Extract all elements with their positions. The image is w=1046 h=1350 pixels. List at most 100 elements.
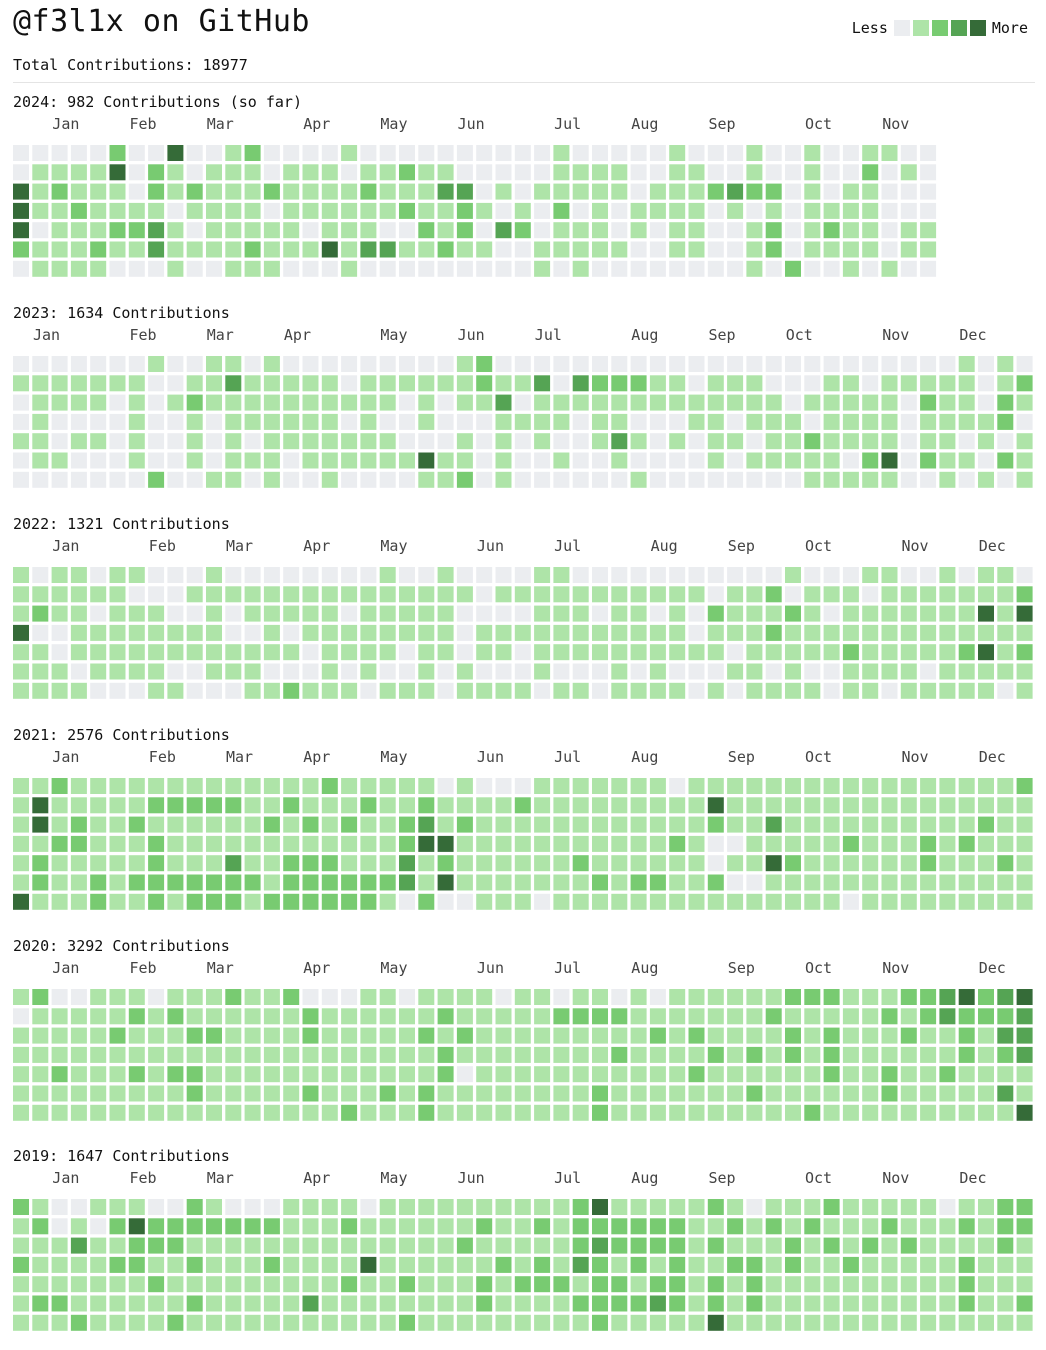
contribution-day-cell [321, 1256, 338, 1273]
contribution-day-cell [920, 893, 937, 910]
contribution-day-cell [128, 605, 145, 622]
contribution-day-cell [437, 260, 454, 277]
contribution-day-cell [399, 567, 415, 583]
contribution-day-cell [765, 1295, 782, 1312]
contribution-day-cell [244, 586, 261, 603]
contribution-day-cell [823, 1085, 840, 1102]
contribution-day-cell [244, 1008, 261, 1025]
contribution-day-cell [707, 835, 724, 852]
contribution-day-cell [456, 835, 473, 852]
contribution-day-cell [109, 1276, 126, 1293]
contribution-day-cell [206, 989, 222, 1005]
contribution-day-cell [70, 855, 87, 872]
contribution-day-cell [669, 1218, 686, 1235]
contribution-day-cell [785, 1276, 801, 1293]
contribution-day-cell [688, 1276, 705, 1293]
contribution-day-cell [456, 605, 473, 622]
contribution-day-cell [437, 624, 454, 641]
contribution-day-cell [514, 644, 531, 661]
contribution-day-cell [707, 605, 724, 622]
contribution-day-cell [437, 797, 454, 814]
contribution-day-cell [881, 1276, 898, 1293]
contribution-day-cell [263, 682, 280, 699]
contribution-day-cell [572, 1199, 589, 1215]
contribution-day-cell [456, 663, 473, 680]
contribution-day-cell [32, 663, 49, 680]
contribution-day-cell [823, 222, 840, 239]
contribution-day-cell [958, 835, 975, 852]
contribution-day-cell [804, 874, 821, 891]
contribution-day-cell [630, 433, 647, 450]
contribution-day-cell [920, 1314, 937, 1331]
contribution-day-cell [51, 1256, 68, 1273]
contribution-day-cell [456, 855, 473, 872]
contribution-heatmap-2021: Jan Feb Mar Apr May Jun Jul Aug Sep Oct Nov Dec [13, 748, 1033, 910]
month-label-oct: Oct [805, 1169, 832, 1187]
contribution-day-cell [263, 202, 280, 219]
contribution-day-cell [51, 1027, 68, 1044]
contribution-day-cell [321, 605, 338, 622]
contribution-day-cell [148, 202, 165, 219]
contribution-day-cell [572, 605, 589, 622]
month-label-feb: Feb [130, 1169, 157, 1187]
contribution-day-cell [148, 1295, 165, 1312]
contribution-day-cell [611, 260, 628, 277]
contribution-day-cell [283, 1046, 300, 1063]
contribution-day-cell [900, 164, 917, 181]
contribution-day-cell [553, 797, 570, 814]
contribution-day-cell [611, 1295, 628, 1312]
contribution-day-cell [206, 433, 222, 450]
contribution-day-cell [804, 567, 821, 583]
contribution-day-cell [283, 183, 300, 200]
contribution-day-cell [649, 164, 666, 181]
contribution-day-cell [823, 1314, 840, 1331]
contribution-day-cell [128, 1237, 145, 1254]
contribution-day-cell [109, 1027, 126, 1044]
contribution-day-cell [90, 989, 107, 1005]
contribution-day-cell [669, 778, 686, 794]
contribution-day-cell [167, 1295, 184, 1312]
contribution-day-cell [997, 356, 1014, 372]
contribution-day-cell [592, 1085, 608, 1102]
contribution-day-cell [572, 778, 589, 794]
contribution-day-cell [418, 452, 435, 469]
month-label-aug: Aug [631, 115, 658, 133]
month-label-feb: Feb [149, 537, 176, 555]
contribution-day-cell [727, 624, 744, 641]
contribution-day-cell [13, 663, 29, 680]
legend-swatch-level-4 [969, 20, 986, 36]
contribution-day-cell [669, 797, 686, 814]
contribution-day-cell [51, 471, 68, 488]
contribution-day-cell [804, 1314, 821, 1331]
contribution-day-cell [302, 893, 319, 910]
contribution-day-cell [70, 1256, 87, 1273]
contribution-day-cell [244, 1256, 261, 1273]
contribution-day-cell [263, 1295, 280, 1312]
contribution-day-cell [456, 1085, 473, 1102]
legend-less-label: Less [851, 19, 888, 37]
contribution-day-cell [997, 567, 1014, 583]
contribution-day-cell [418, 183, 435, 200]
contribution-day-cell [804, 375, 821, 392]
contribution-day-cell [360, 624, 377, 641]
contribution-day-cell [514, 816, 531, 833]
contribution-day-cell [881, 1085, 898, 1102]
month-label-may: May [380, 1169, 407, 1187]
contribution-day-cell [997, 1199, 1014, 1215]
contribution-day-cell [321, 394, 338, 411]
contribution-day-cell [958, 1104, 975, 1121]
contribution-day-cell [920, 586, 937, 603]
contribution-day-cell [958, 1008, 975, 1025]
contribution-day-cell [978, 1256, 994, 1273]
contribution-day-cell [225, 797, 242, 814]
contribution-day-cell [881, 1295, 898, 1312]
contribution-day-cell [785, 1237, 801, 1254]
contribution-day-cell [225, 241, 242, 258]
contribution-day-cell [611, 183, 628, 200]
contribution-day-cell [611, 835, 628, 852]
contribution-day-cell [379, 1199, 396, 1215]
contribution-day-cell [727, 797, 744, 814]
contribution-day-cell [437, 989, 454, 1005]
contribution-day-cell [804, 260, 821, 277]
contribution-day-cell [688, 816, 705, 833]
